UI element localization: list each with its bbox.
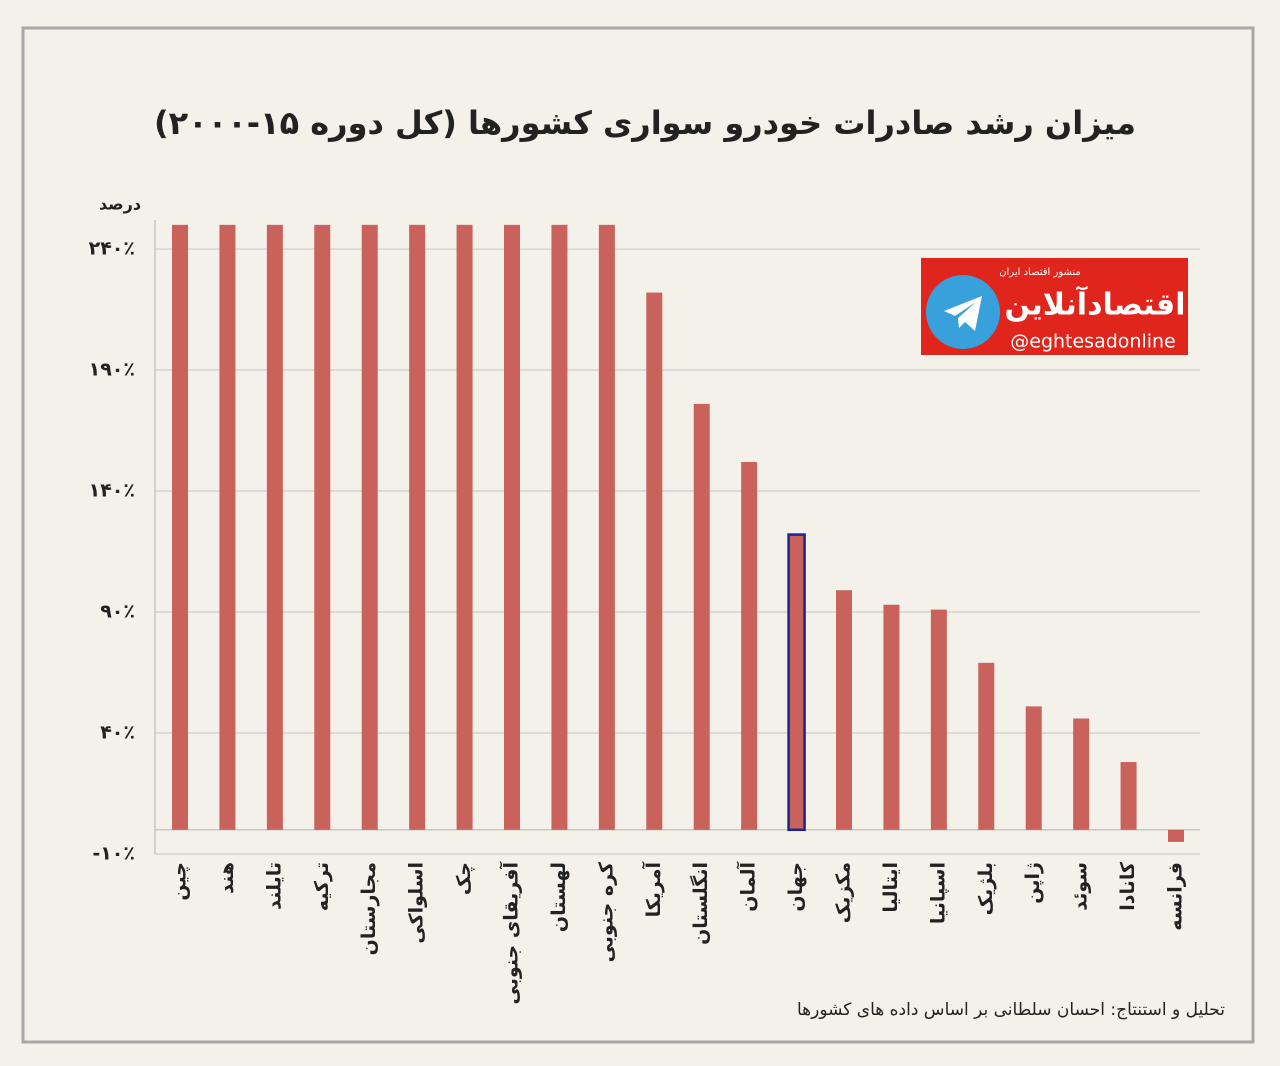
- x-tick-label: سوئد: [1070, 862, 1092, 911]
- bar: [787, 533, 806, 832]
- frame: [21, 26, 1255, 1044]
- logo: منشور اقتصاد ایران اقتصادآنلاین @eghtesa…: [921, 258, 1188, 355]
- bar: [456, 224, 473, 830]
- x-tick-label: کانادا: [1117, 861, 1139, 911]
- x-tick-label: انگلستان: [689, 862, 712, 945]
- chart-title: میزان رشد صادرات خودرو سواری کشورها (کل …: [154, 104, 1136, 142]
- x-tick-label: جهان: [785, 862, 807, 912]
- y-tick-label: -۱۰٪: [92, 843, 135, 865]
- bar: [598, 224, 615, 830]
- bar: [646, 292, 663, 830]
- x-tick-label: اسلواکی: [406, 862, 428, 944]
- x-tick-label: مجارستان: [358, 862, 380, 955]
- bar: [219, 224, 236, 830]
- x-tick-label: آفریقای جنوبی: [499, 862, 523, 1005]
- y-tick-label: ۱۴۰٪: [89, 480, 135, 502]
- bar: [883, 604, 900, 830]
- x-tick-label: فرانسه: [1165, 862, 1187, 931]
- logo-tagline: منشور اقتصاد ایران: [999, 267, 1081, 278]
- bar: [504, 224, 520, 830]
- bar: [361, 224, 378, 830]
- telegram-plane: [944, 296, 982, 331]
- bar: [266, 224, 283, 830]
- x-tick-label: آمریکا: [641, 862, 665, 918]
- x-tick-label: آلمان: [736, 862, 760, 912]
- x-tick-label: لهستان: [548, 862, 570, 932]
- x-tick-label: بلژیک: [975, 862, 997, 915]
- telegram-icon: [926, 275, 1000, 349]
- bar: [1025, 706, 1042, 830]
- y-tick-label: ۱۹۰٪: [89, 359, 135, 381]
- bar: [1120, 762, 1137, 830]
- y-axis-label: درصد: [99, 195, 141, 214]
- bar: [172, 224, 188, 830]
- x-tick-label: مکزیک: [833, 862, 855, 923]
- bar: [1073, 718, 1090, 830]
- x-tick-label: هند: [216, 862, 238, 894]
- logo-name: اقتصادآنلاین: [1005, 286, 1186, 323]
- bar: [693, 403, 710, 830]
- x-tick-label: اسپانیا: [927, 862, 949, 924]
- source-note: تحلیل و استنتاج: احسان سلطانی بر اساس دا…: [797, 1000, 1225, 1020]
- x-tick-label: تایلند: [263, 862, 285, 910]
- bar: [1168, 829, 1184, 842]
- bar: [551, 224, 568, 830]
- y-tick-label: ۲۴۰٪: [89, 238, 135, 260]
- bar: [409, 224, 426, 830]
- x-tick-label: چک: [453, 862, 475, 895]
- bar: [741, 461, 758, 830]
- y-tick-label: ۴۰٪: [100, 722, 135, 744]
- bar: [314, 224, 331, 830]
- bar: [836, 590, 852, 830]
- x-tick-label: ترکیه: [311, 862, 333, 911]
- x-tick-label: چین: [169, 862, 191, 901]
- x-tick-label: کره جنوبی: [595, 861, 617, 962]
- bar: [978, 662, 995, 830]
- x-tick-label: ایتالیا: [880, 862, 902, 913]
- logo-handle: @eghtesadonline: [1010, 331, 1176, 353]
- bar: [930, 609, 947, 830]
- x-tick-label: ژاپن: [1022, 862, 1044, 904]
- y-tick-label: ۹۰٪: [100, 601, 135, 623]
